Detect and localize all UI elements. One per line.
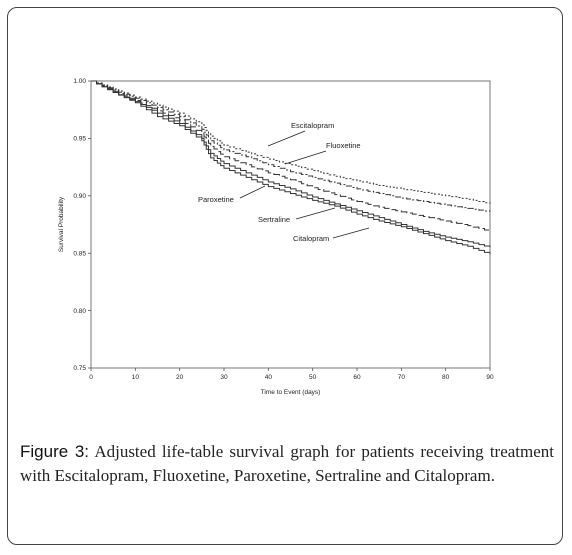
annotation-label-fluoxetine: Fluoxetine — [326, 141, 361, 150]
series-line-escitalopram — [91, 80, 491, 204]
y-tick-label: 0.75 — [73, 365, 86, 372]
series-line-citalopram — [91, 80, 491, 255]
series-line-sertraline — [91, 80, 491, 248]
annotation-leader-citalopram — [332, 227, 370, 239]
x-axis-title: Time to Event (days) — [261, 389, 321, 396]
series-line-fluoxetine — [91, 80, 491, 212]
chart-annotations: Escitalopram Fluoxetine Paroxetine Sertrali… — [198, 121, 370, 243]
annotation-label-paroxetine: Paroxetine — [198, 195, 234, 204]
x-tick-label: 0 — [89, 374, 93, 381]
x-tick-label: 50 — [309, 374, 317, 381]
annotation-label-citalopram: Citalopram — [293, 234, 329, 243]
survival-chart: 0 10 20 30 40 50 60 70 80 90 0.75 0.80 0.85 0.90 0.95 1… — [58, 78, 494, 396]
y-tick-label: 0.95 — [73, 136, 86, 143]
x-tick-label: 60 — [353, 374, 361, 381]
y-tick-label: 0.85 — [73, 250, 86, 257]
annotation-label-sertraline: Sertraline — [258, 215, 290, 224]
chart-series-layer — [91, 80, 491, 255]
y-tick-label: 0.80 — [73, 308, 86, 315]
figure-caption: Figure 3: Adjusted life-table survival g… — [20, 440, 554, 488]
annotation-leader-escitalopram — [267, 130, 306, 147]
x-tick-label: 80 — [442, 374, 450, 381]
x-tick-label: 40 — [265, 374, 273, 381]
plot-area-border — [90, 80, 491, 369]
y-axis-title: Survival Probability — [58, 196, 65, 252]
annotation-label-escitalopram: Escitalopram — [291, 121, 334, 130]
x-tick-label: 30 — [220, 374, 228, 381]
x-tick-label: 90 — [486, 374, 494, 381]
x-tick-label: 10 — [132, 374, 140, 381]
figure-label: Figure 3: — [20, 442, 90, 461]
x-tick-label: 70 — [398, 374, 406, 381]
chart-axes: 0 10 20 30 40 50 60 70 80 90 0.75 0.80 0.85 0.90 0.95 1… — [58, 78, 494, 396]
figure-caption-text: Adjusted life-table survival graph for p… — [20, 442, 555, 485]
figure-frame — [7, 7, 563, 545]
y-tick-label: 0.90 — [73, 193, 86, 200]
x-tick-label: 20 — [176, 374, 184, 381]
annotation-leader-sertraline — [295, 207, 336, 220]
y-tick-label: 1.00 — [73, 78, 86, 85]
annotation-leader-paroxetine — [239, 185, 266, 199]
series-line-paroxetine — [91, 80, 491, 232]
annotation-leader-fluoxetine — [284, 150, 327, 165]
